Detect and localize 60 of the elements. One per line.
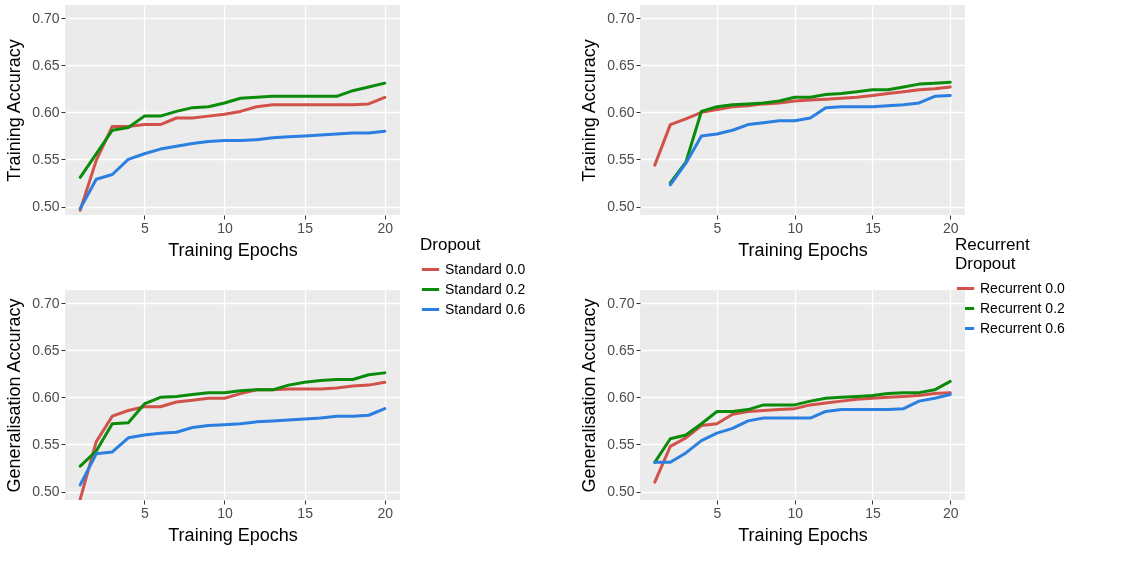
y-tick-label: 0.60: [32, 388, 60, 405]
x-tick-label: 20: [942, 219, 959, 236]
line-series: [653, 393, 952, 464]
y-tick-label: 0.55: [32, 435, 60, 452]
x-tick-label: 20: [377, 219, 394, 236]
x-tick-label: 15: [865, 504, 881, 521]
legend-label: Standard 0.2: [445, 280, 526, 297]
y-tick-label: 0.70: [607, 9, 635, 26]
line-series: [653, 391, 952, 484]
y-tick-label: 0.50: [607, 198, 635, 215]
line-series: [78, 81, 387, 179]
legend-label: Recurrent 0.2: [980, 299, 1066, 316]
x-tick-label: 10: [217, 219, 233, 236]
x-tick-label: 15: [865, 219, 881, 236]
line-series: [78, 371, 387, 468]
legend-title: Dropout: [420, 235, 481, 254]
x-tick-label: 5: [140, 504, 149, 521]
y-tick-label: 0.65: [32, 341, 60, 358]
line-series: [78, 129, 387, 210]
legend-label: Standard 0.6: [445, 300, 526, 317]
legend-label: Recurrent 0.0: [980, 279, 1066, 296]
x-tick-label: 10: [217, 504, 233, 521]
line-series: [653, 85, 952, 167]
line-series: [653, 379, 952, 464]
x-tick-label: 5: [713, 219, 722, 236]
y-tick-label: 0.55: [607, 150, 635, 167]
legend-label: Recurrent 0.6: [980, 319, 1066, 336]
y-tick-label: 0.70: [607, 294, 635, 311]
y-tick-label: 0.60: [607, 103, 635, 120]
y-tick-label: 0.50: [32, 198, 60, 215]
legend-label: Standard 0.0: [445, 260, 526, 277]
y-axis-title: Generalisation Accuracy: [4, 298, 25, 493]
y-tick-label: 0.65: [32, 56, 60, 73]
y-axis-title: Training Accuracy: [4, 39, 25, 182]
x-tick-label: 10: [787, 219, 804, 236]
x-tick-label: 5: [140, 219, 149, 236]
x-axis-title: Training Epochs: [738, 239, 868, 260]
x-tick-label: 5: [713, 504, 722, 521]
y-tick-label: 0.60: [32, 103, 60, 120]
x-axis-title: Training Epochs: [168, 239, 298, 260]
y-axis-title: Training Accuracy: [579, 39, 600, 182]
y-tick-label: 0.55: [32, 150, 60, 167]
x-tick-label: 15: [297, 219, 314, 236]
y-axis-title: Generalisation Accuracy: [579, 298, 600, 493]
y-tick-label: 0.55: [607, 435, 635, 452]
y-tick-label: 0.70: [32, 9, 60, 26]
y-tick-label: 0.65: [607, 341, 635, 358]
y-tick-label: 0.60: [607, 388, 635, 405]
y-tick-label: 0.70: [32, 294, 60, 311]
y-tick-label: 0.65: [607, 56, 635, 73]
x-tick-label: 20: [942, 504, 959, 521]
x-tick-label: 10: [787, 504, 804, 521]
y-tick-label: 0.50: [32, 483, 60, 500]
line-series: [78, 407, 387, 487]
x-tick-label: 20: [377, 504, 394, 521]
legend-title: Recurrent Dropout: [955, 235, 1030, 273]
x-axis-title: Training Epochs: [168, 524, 298, 545]
y-tick-label: 0.50: [607, 483, 635, 500]
x-tick-label: 15: [297, 504, 314, 521]
x-axis-title: Training Epochs: [738, 524, 868, 545]
